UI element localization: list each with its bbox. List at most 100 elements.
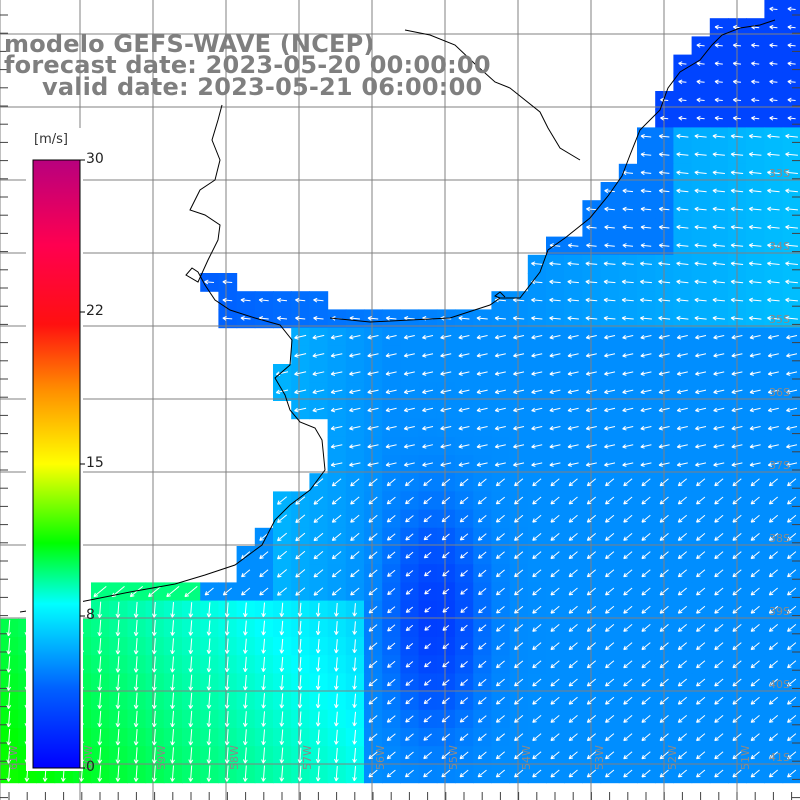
wind-arrow	[206, 620, 212, 636]
wind-arrow	[294, 407, 307, 413]
wind-arrow	[206, 692, 212, 709]
wind-arrow	[623, 587, 633, 596]
wind-arrow	[277, 587, 288, 596]
colorbar-tick: 8	[86, 607, 95, 623]
wind-arrow	[423, 515, 432, 523]
wind-arrow	[330, 371, 343, 376]
wind-arrow	[748, 243, 762, 248]
wind-arrow	[567, 407, 579, 413]
wind-arrow	[550, 587, 560, 596]
wind-arrow	[732, 514, 742, 523]
wind-arrow	[568, 478, 578, 487]
wind-arrow	[568, 533, 578, 541]
wind-arrow	[677, 478, 688, 487]
wind-arrow	[713, 444, 725, 449]
wind-arrow	[315, 639, 321, 654]
wind-arrow	[622, 407, 634, 413]
wind-arrow	[405, 588, 414, 595]
wind-arrow	[676, 224, 689, 230]
wind-arrow	[476, 315, 488, 321]
wind-arrow	[331, 532, 342, 541]
wind-arrow	[786, 425, 798, 431]
wind-arrow	[604, 224, 615, 230]
wind-arrow	[550, 715, 560, 723]
wind-arrow	[386, 515, 396, 523]
wind-arrow	[261, 620, 266, 636]
wind-arrow	[423, 769, 433, 778]
wind-arrow	[712, 243, 725, 248]
wind-arrow	[785, 188, 798, 194]
wind-arrow	[387, 624, 396, 632]
wind-arrow	[477, 678, 487, 687]
wind-arrow	[513, 353, 525, 358]
wind-arrow	[531, 462, 543, 467]
wind-arrow	[605, 624, 615, 632]
wind-arrow	[424, 643, 432, 650]
wind-arrow	[750, 533, 760, 541]
wind-arrow	[441, 715, 450, 723]
wind-arrow	[550, 605, 560, 614]
wind-arrow	[424, 661, 432, 668]
wind-arrow	[224, 711, 230, 727]
wind-arrow	[241, 587, 251, 596]
wind-arrow	[442, 679, 450, 686]
wind-arrow	[312, 371, 325, 376]
wind-arrow	[677, 533, 688, 541]
wind-arrow	[367, 315, 379, 321]
wind-arrow	[785, 170, 798, 176]
wind-arrow	[676, 334, 688, 340]
wind-arrow	[658, 170, 670, 176]
wind-arrow	[115, 619, 121, 637]
wind-arrow	[224, 729, 230, 746]
wind-arrow	[478, 569, 487, 577]
wind-arrow	[279, 747, 285, 764]
wind-arrow	[714, 769, 724, 778]
wind-arrow	[423, 697, 432, 705]
wind-arrow	[334, 657, 339, 672]
wind-arrow	[549, 425, 561, 431]
wind-arrow	[514, 678, 524, 687]
wind-arrow	[243, 693, 248, 709]
wind-arrow	[478, 606, 487, 614]
wind-arrow	[785, 243, 798, 248]
wind-arrow	[623, 715, 633, 723]
wind-arrow	[676, 243, 689, 248]
wind-arrow	[730, 206, 744, 212]
wind-arrow	[334, 621, 339, 635]
wind-arrow	[623, 769, 633, 778]
wind-arrow	[403, 353, 415, 358]
wind-arrow	[532, 551, 542, 560]
wind-arrow	[367, 353, 379, 358]
wind-arrow	[442, 661, 450, 668]
wind-arrow	[115, 692, 121, 709]
wind-arrow	[405, 533, 414, 541]
wind-arrow	[605, 605, 615, 614]
wind-arrow	[442, 570, 450, 577]
wind-arrow	[787, 551, 797, 560]
wind-arrow	[297, 602, 303, 617]
wind-arrow	[677, 587, 688, 596]
wind-arrow	[696, 478, 706, 487]
wind-arrow	[243, 620, 248, 636]
wind-arrow	[460, 588, 468, 595]
wind-arrow	[422, 389, 434, 395]
wind-arrow	[442, 643, 450, 650]
wind-arrow	[750, 769, 760, 778]
wind-arrow	[677, 551, 688, 560]
wind-arrow	[640, 353, 652, 358]
wind-arrow	[368, 533, 378, 541]
wind-arrow	[749, 389, 761, 395]
wind-arrow	[495, 678, 505, 687]
wind-arrow	[440, 353, 452, 358]
wind-arrow	[478, 642, 487, 650]
wind-arrow	[188, 674, 194, 691]
wind-arrow	[786, 371, 798, 376]
latitude-labels: 33S 34S 35S 36S 37S 38S 39S 40S 41S	[769, 167, 790, 764]
wind-arrow	[514, 624, 524, 632]
wind-arrow	[605, 696, 615, 705]
wind-arrow	[749, 334, 761, 340]
wind-arrow	[151, 729, 157, 746]
wind-arrow	[676, 279, 689, 285]
wind-arrow	[133, 729, 139, 746]
